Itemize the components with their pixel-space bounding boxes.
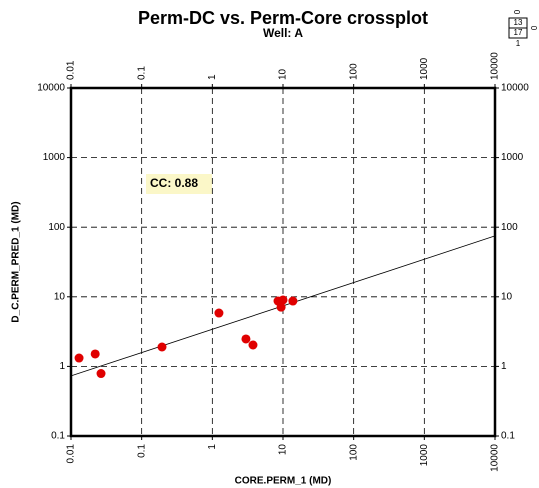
x-tick-label-top: 10 <box>278 68 289 80</box>
x-axis-title: CORE.PERM_1 (MD) <box>235 476 332 487</box>
x-tick-label-top: 0.1 <box>136 66 147 80</box>
y-tick-label: 10 <box>54 291 66 302</box>
x-tick-label: 1 <box>207 444 218 450</box>
point <box>214 308 224 318</box>
y-tick-label: 100 <box>48 222 65 233</box>
annotation: CC: 0.88 <box>150 176 198 190</box>
point <box>74 353 84 363</box>
scale-box-label: 13 <box>514 18 523 27</box>
x-tick-label: 0.01 <box>66 444 77 464</box>
scale-box-label: 0 <box>513 9 522 14</box>
point <box>241 334 251 344</box>
x-tick-label-top: 0.01 <box>66 60 77 80</box>
y-axis-title: D_C.PERM_PRED_1 (MD) <box>11 201 22 322</box>
point <box>157 342 167 352</box>
scale-box-label: 17 <box>514 28 523 37</box>
chart-title: Perm-DC vs. Perm-Core crossplot <box>138 8 428 28</box>
x-tick-label-top: 1000 <box>419 57 430 80</box>
chart-subtitle: Well: A <box>263 26 303 40</box>
y-tick-label: 1000 <box>43 152 66 163</box>
x-tick-label-top: 100 <box>348 63 359 80</box>
y-tick-label: 10000 <box>37 83 65 94</box>
point <box>90 349 100 359</box>
y-tick-label-right: 1000 <box>501 152 524 163</box>
x-tick-label: 0.1 <box>136 444 147 458</box>
x-tick-label-top: 1 <box>207 74 218 80</box>
point <box>276 302 286 312</box>
x-tick-label-top: 10000 <box>490 52 501 80</box>
point <box>96 369 106 379</box>
y-tick-label-right: 1 <box>501 361 507 372</box>
y-tick-label-right: 0.1 <box>501 431 515 442</box>
x-tick-label: 100 <box>348 444 359 461</box>
point <box>248 340 258 350</box>
scale-box <box>508 27 528 39</box>
y-tick-label: 0.1 <box>51 431 65 442</box>
annotation-box <box>146 174 212 194</box>
y-tick-label-right: 10000 <box>501 83 529 94</box>
plot-frame <box>69 86 497 438</box>
x-tick-label: 10 <box>278 444 289 456</box>
y-tick-label-right: 10 <box>501 291 513 302</box>
x-tick-label: 1000 <box>419 444 430 467</box>
point <box>278 295 288 305</box>
scale-box-label: 1 <box>516 39 521 48</box>
scale-box-label: 0 <box>529 26 538 31</box>
point <box>288 296 298 306</box>
y-tick-label: 1 <box>59 361 65 372</box>
x-tick-label: 10000 <box>490 444 501 472</box>
y-tick-label-right: 100 <box>501 222 518 233</box>
